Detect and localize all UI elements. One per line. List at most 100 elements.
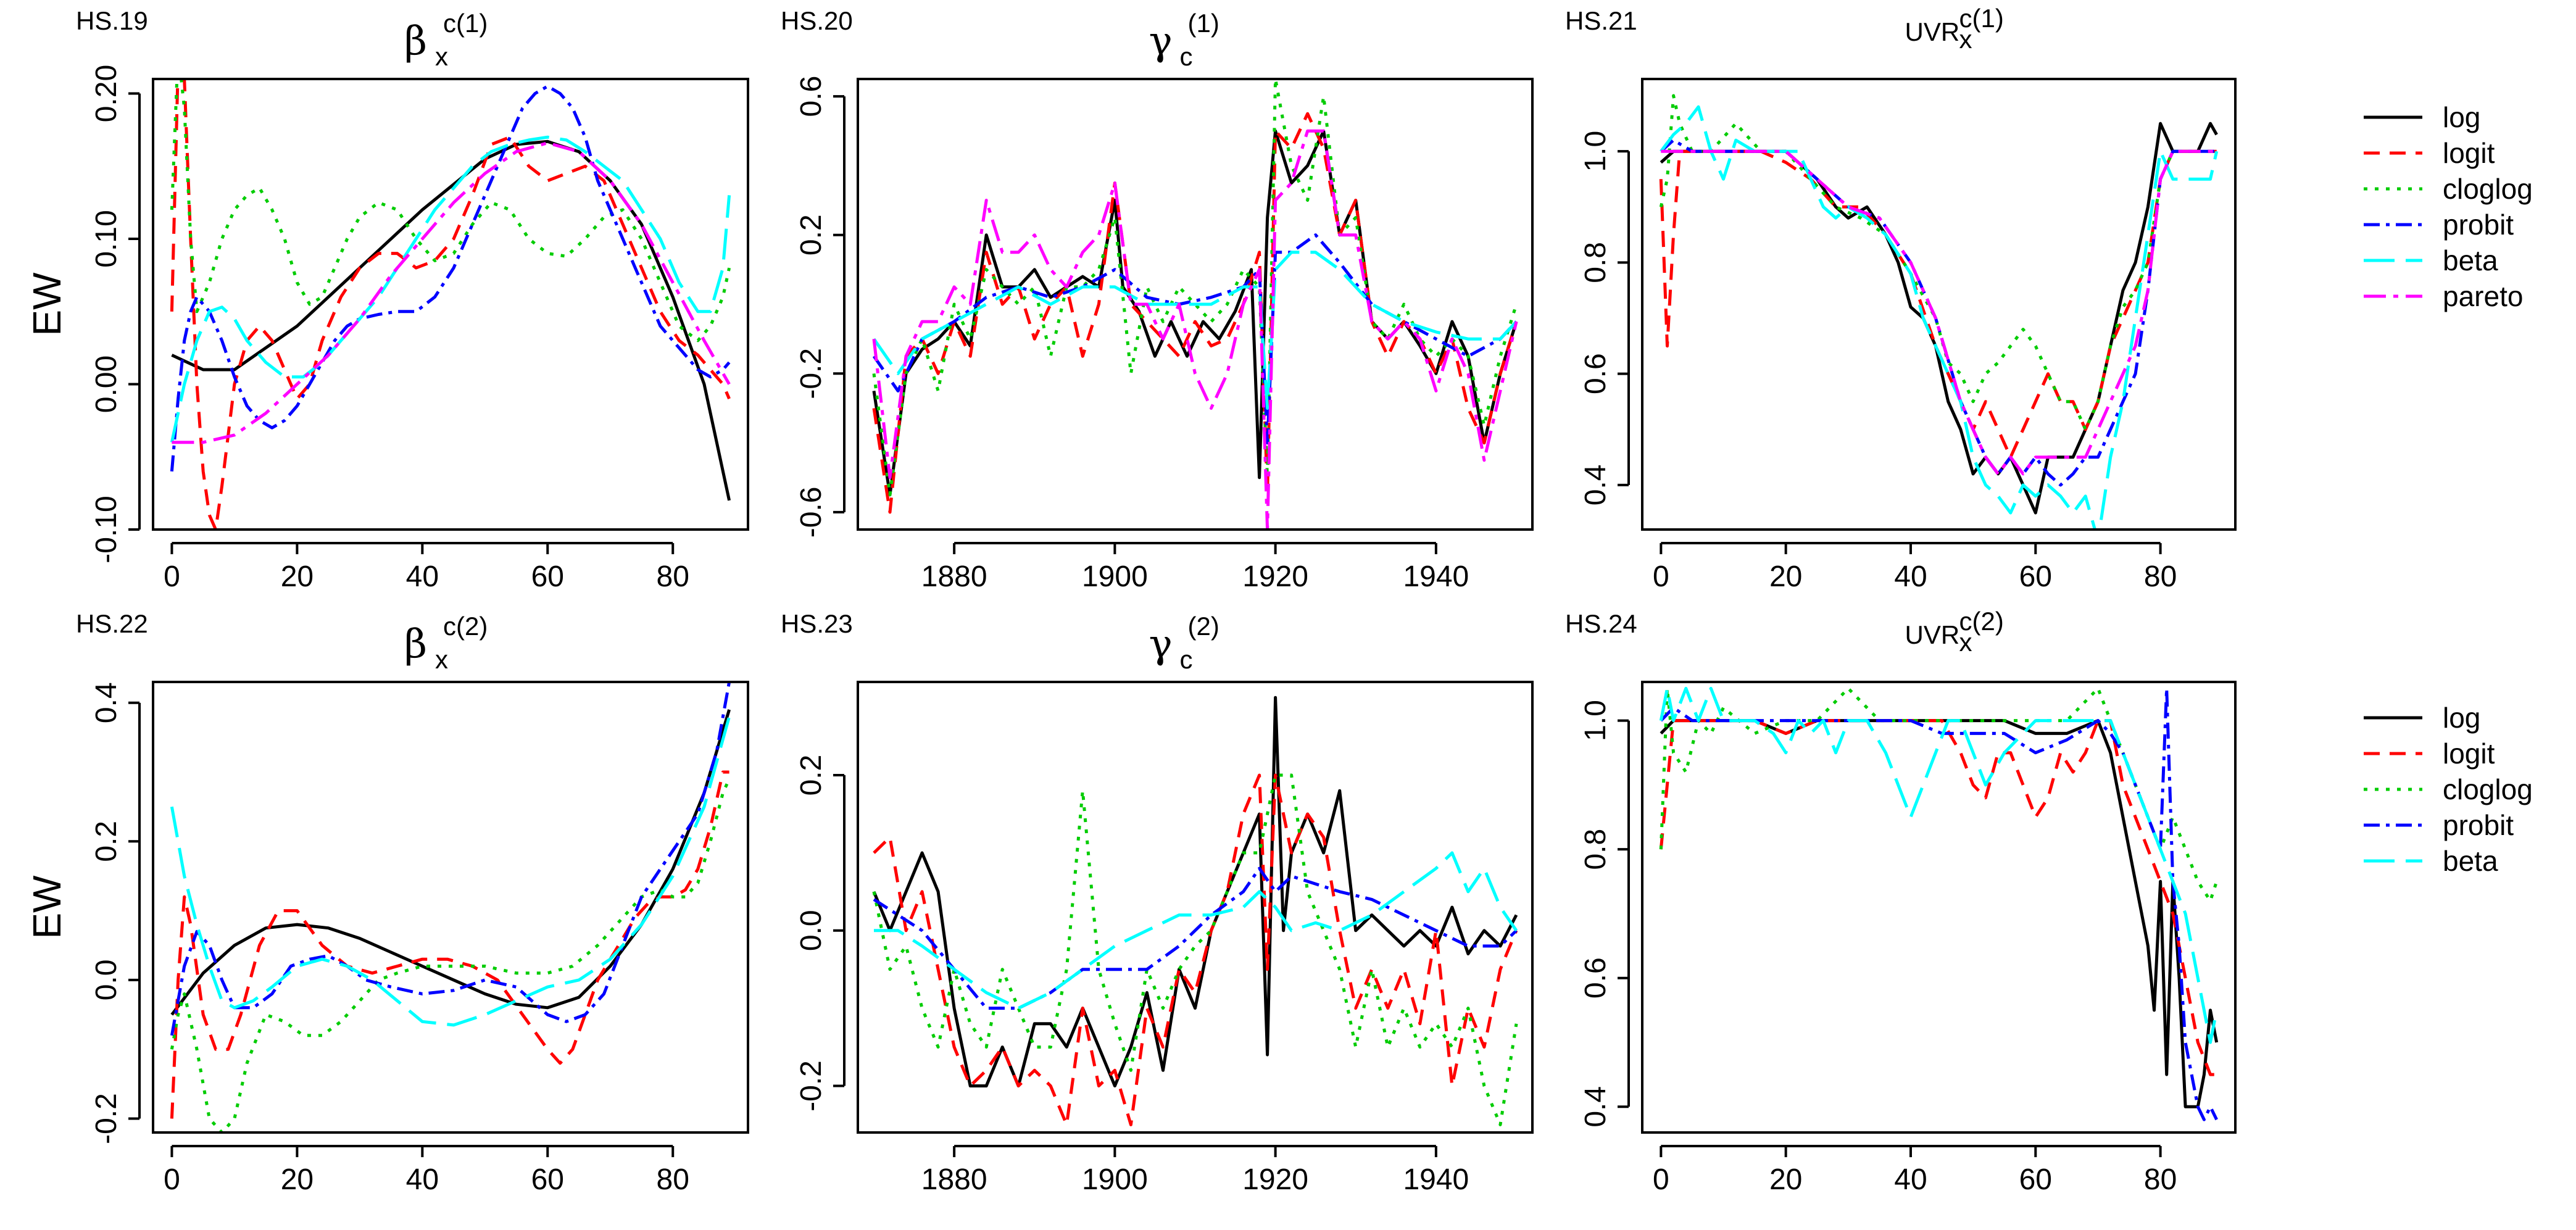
x-tick-label: 60 — [2019, 560, 2052, 593]
series-line-logit — [1659, 149, 2217, 459]
title-subscript: x — [435, 42, 448, 71]
legend-label-log: log — [2443, 702, 2480, 734]
legend-label-probit: probit — [2443, 209, 2514, 241]
plot-frame — [152, 681, 749, 1134]
x-tick-label: 20 — [1769, 1163, 1802, 1196]
x-tick-label: 40 — [1894, 1163, 1927, 1196]
y-tick-label: 0.4 — [90, 682, 123, 723]
x-tick-label: 20 — [1769, 560, 1802, 593]
panel-hs-21: 0 20 40 60 80 0.4 0.6 0.8 1.0 HS.21 UVR xc(1) — [1565, 4, 2237, 593]
y-tick-label: 0.8 — [1579, 242, 1612, 283]
y-tick-label: 0.4 — [1579, 465, 1612, 506]
x-tick-label: 80 — [657, 560, 689, 593]
x-tick-label: 1900 — [1082, 560, 1148, 593]
y-axis-label: EW — [25, 875, 69, 939]
y-tick-label: 0.8 — [1579, 829, 1612, 870]
panel-id: HS.22 — [76, 609, 148, 638]
x-tick-label: 80 — [2144, 560, 2177, 593]
legend-label-logit: logit — [2443, 137, 2495, 169]
series-line-cloglog — [170, 79, 731, 343]
x-tick-label: 0 — [164, 1163, 180, 1196]
panel-title: γ — [1149, 621, 1173, 667]
series-line-log — [1660, 122, 2218, 515]
panel-title: γ — [1149, 19, 1173, 64]
y-tick-label: 0.20 — [90, 65, 123, 122]
panel-id: HS.19 — [76, 6, 148, 35]
panel-id: HS.20 — [781, 6, 853, 35]
series-line-cloglog — [1659, 94, 2217, 431]
title-subscript: x — [1959, 25, 1972, 54]
title-subscript: c — [1180, 645, 1193, 674]
series-line-logit — [170, 770, 729, 1119]
series-line-logit — [1659, 719, 2217, 1076]
panel-title: UVR — [1905, 17, 1960, 46]
plot-frame — [152, 78, 749, 531]
x-tick-label: 1940 — [1403, 1163, 1469, 1196]
legend-label-pareto: pareto — [2443, 280, 2523, 312]
panel-id: HS.21 — [1565, 6, 1637, 35]
panel-hs-23: 1880 1900 1920 1940 -0.2 0.0 0.2 HS.23 γ c (2) — [781, 609, 1534, 1196]
x-tick-label: 0 — [1653, 1163, 1669, 1196]
x-tick-label: 60 — [2019, 1163, 2052, 1196]
x-tick-label: 40 — [406, 1163, 439, 1196]
legend-label-cloglog: cloglog — [2443, 773, 2533, 805]
title-superscript: c(2) — [1959, 607, 2004, 636]
y-tick-label: 0.0 — [795, 910, 828, 951]
y-tick-label: -0.2 — [795, 348, 828, 399]
x-tick-label: 20 — [281, 560, 314, 593]
series-line-pareto — [172, 141, 731, 444]
series-line-probit — [170, 85, 731, 472]
x-tick-label: 1940 — [1403, 560, 1469, 593]
series-line-beta — [1659, 686, 2219, 1044]
legend-label-beta: beta — [2443, 244, 2498, 276]
y-tick-label: 0.2 — [90, 821, 123, 862]
x-tick-label: 80 — [2144, 1163, 2177, 1196]
series-line-beta — [874, 851, 1518, 1010]
series-line-probit — [873, 866, 1518, 1010]
title-superscript: (2) — [1188, 612, 1219, 641]
legend-label-log: log — [2443, 101, 2480, 133]
series-line-logit — [170, 79, 731, 530]
panel-hs-19: 0 20 40 60 80 -0.10 0.00 0.10 0.20 EW HS.19 β x c(1) — [25, 6, 749, 593]
legend-label-logit: logit — [2443, 738, 2495, 770]
series-line-logit — [873, 773, 1518, 1126]
plot-frame — [1641, 78, 2237, 531]
series-line-log — [872, 696, 1518, 1087]
series-line-beta — [170, 716, 731, 1027]
legend-label-cloglog: cloglog — [2443, 173, 2533, 205]
series-line-probit — [1660, 138, 2217, 487]
x-tick-label: 1880 — [921, 560, 987, 593]
series-line-cloglog — [1659, 686, 2219, 903]
title-superscript: c(1) — [1959, 4, 2004, 33]
y-tick-label: 0.00 — [90, 355, 123, 413]
plot-frame — [857, 78, 1534, 531]
x-tick-label: 1880 — [921, 1163, 987, 1196]
panel-title: β — [404, 19, 427, 64]
panel-id: HS.24 — [1565, 609, 1637, 638]
y-tick-label: 0.6 — [1579, 957, 1612, 999]
y-tick-label: 0.6 — [795, 76, 828, 117]
x-tick-label: 1920 — [1242, 560, 1308, 593]
legend-label-beta: beta — [2443, 845, 2498, 877]
title-superscript: (1) — [1188, 9, 1219, 38]
series-line-pareto — [872, 129, 1518, 530]
y-tick-label: -0.2 — [90, 1093, 123, 1144]
series-line-cloglog — [872, 79, 1518, 497]
plot-frame — [857, 681, 1534, 1134]
y-tick-label: -0.10 — [90, 496, 123, 563]
series-line-log — [171, 139, 731, 501]
y-tick-label: 0.0 — [90, 960, 123, 1001]
y-tick-label: -0.2 — [795, 1060, 828, 1112]
x-tick-label: 1900 — [1082, 1163, 1148, 1196]
x-tick-label: 80 — [657, 1163, 689, 1196]
x-tick-label: 0 — [1653, 560, 1669, 593]
series-line-beta — [872, 251, 1518, 410]
x-tick-label: 1920 — [1242, 1163, 1308, 1196]
y-tick-label: 0.2 — [795, 755, 828, 796]
y-axis-label: EW — [25, 272, 69, 336]
series-line-cloglog — [170, 778, 731, 1132]
y-tick-label: 0.10 — [90, 210, 123, 267]
